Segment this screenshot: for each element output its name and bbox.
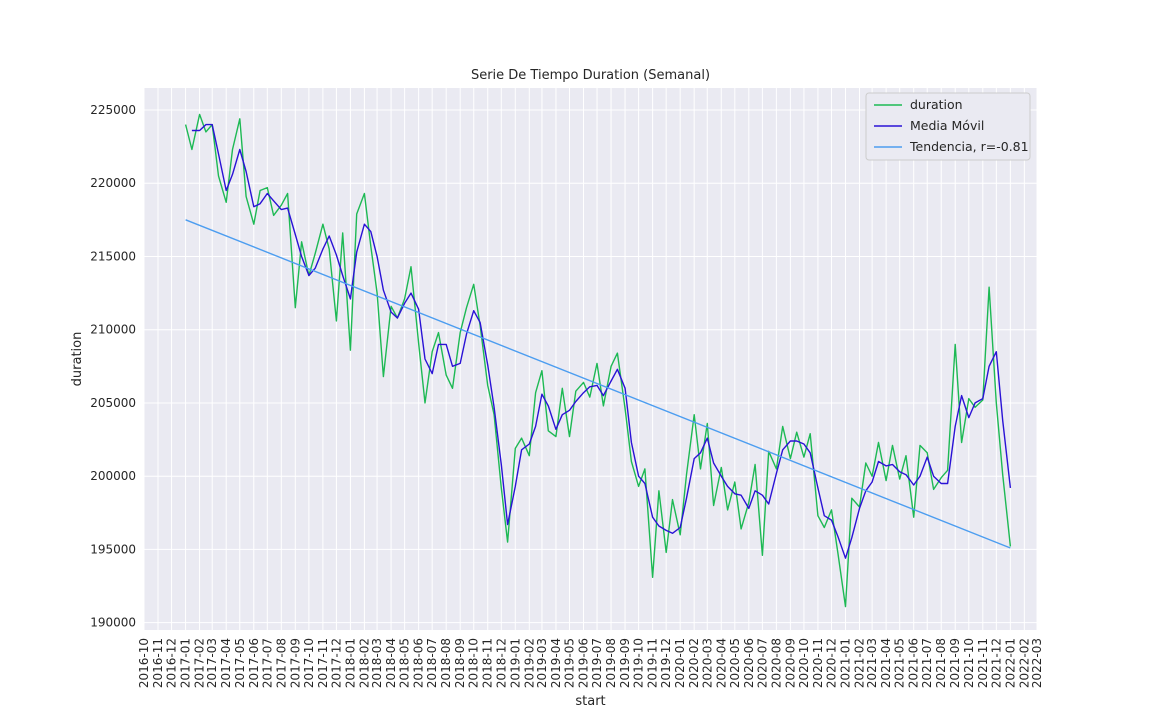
x-tick-label: 2020-06 <box>742 638 756 688</box>
x-tick-label: 2020-08 <box>769 638 783 688</box>
x-tick-label: 2019-02 <box>522 638 536 688</box>
x-tick-label: 2019-10 <box>632 638 646 688</box>
legend-label: duration <box>910 97 963 112</box>
series-line-1 <box>191 123 1012 559</box>
x-tick-label: 2020-03 <box>700 638 714 688</box>
x-tick-label: 2021-02 <box>852 638 866 688</box>
x-tick-label: 2020-04 <box>714 638 728 688</box>
x-tick-label: 2018-03 <box>370 638 384 688</box>
x-tick-label: 2021-03 <box>865 638 879 688</box>
x-tick-label: 2016-11 <box>151 638 165 688</box>
x-tick-label: 2018-06 <box>412 638 426 688</box>
x-tick-label: 2018-04 <box>384 638 398 688</box>
x-tick-label: 2021-05 <box>893 638 907 688</box>
series-line-0 <box>184 113 1012 608</box>
x-tick-label: 2017-04 <box>219 638 233 688</box>
x-tick-label: 2019-07 <box>590 638 604 688</box>
y-tick-label: 190000 <box>90 616 136 630</box>
x-tick-label: 2019-01 <box>508 638 522 688</box>
x-tick-label: 2021-06 <box>907 638 921 688</box>
x-tick-label: 2018-11 <box>481 638 495 688</box>
x-tick-label: 2021-12 <box>989 638 1003 688</box>
x-tick-label: 2017-11 <box>316 638 330 688</box>
x-tick-label: 2020-12 <box>824 638 838 688</box>
x-axis: 2016-10 2016-11 2016-12 2017-01 2017-022017-… <box>137 638 1044 688</box>
y-tick-label: 200000 <box>90 469 136 483</box>
x-tick-label: 2018-01 <box>343 638 357 688</box>
x-tick-label: 2019-05 <box>562 638 576 688</box>
x-tick-label: 2017-12 <box>329 638 343 688</box>
x-tick-label: 2017-09 <box>288 638 302 688</box>
y-axis-label: duration <box>70 332 85 387</box>
chart-title: Serie De Tiempo Duration (Semanal) <box>471 68 710 83</box>
x-tick-label: 2021-11 <box>976 638 990 688</box>
x-tick-label: 2016-12 <box>165 638 179 688</box>
x-tick-label: 2018-02 <box>357 638 371 688</box>
x-tick-label: 2017-03 <box>205 638 219 688</box>
x-tick-label: 2017-05 <box>233 638 247 688</box>
x-tick-label: 2019-09 <box>618 638 632 688</box>
x-tick-label: 2019-03 <box>535 638 549 688</box>
x-tick-label: 2020-05 <box>728 638 742 688</box>
x-tick-label: 2019-04 <box>549 638 563 688</box>
x-tick-label: 2017-02 <box>193 638 207 688</box>
x-tick-label: 2020-02 <box>687 638 701 688</box>
legend-label: Media Móvil <box>910 118 984 133</box>
series-line-2 <box>185 219 1011 549</box>
x-tick-label: 2017-06 <box>247 638 261 688</box>
grid <box>143 88 1038 630</box>
x-tick-label: 2022-02 <box>1017 638 1031 688</box>
y-tick-label: 210000 <box>90 323 136 337</box>
x-tick-label: 2020-01 <box>673 638 687 688</box>
x-tick-label: 2020-11 <box>811 638 825 688</box>
y-tick-label: 220000 <box>90 176 136 190</box>
series-group <box>184 113 1012 608</box>
x-tick-label: 2018-07 <box>425 638 439 688</box>
legend-label: Tendencia, r=-0.81 <box>909 139 1029 154</box>
y-tick-label: 215000 <box>90 249 136 263</box>
x-tick-label: 2019-08 <box>604 638 618 688</box>
x-tick-label: 2017-10 <box>302 638 316 688</box>
x-tick-label: 2019-06 <box>576 638 590 688</box>
x-tick-label: 2021-08 <box>934 638 948 688</box>
x-tick-label: 2018-05 <box>398 638 412 688</box>
x-tick-label: 2021-09 <box>948 638 962 688</box>
x-tick-label: 2020-09 <box>783 638 797 688</box>
x-tick-label: 2018-10 <box>467 638 481 688</box>
x-tick-label: 2022-01 <box>1003 638 1017 688</box>
x-tick-label: 2018-08 <box>439 638 453 688</box>
x-tick-label: 2017-08 <box>274 638 288 688</box>
x-tick-label: 2021-10 <box>962 638 976 688</box>
x-tick-label: 2017-07 <box>260 638 274 688</box>
plot-area <box>144 88 1037 630</box>
legend-box <box>865 92 1031 161</box>
x-tick-label: 2017-01 <box>179 638 193 688</box>
x-tick-label: 2018-09 <box>453 638 467 688</box>
x-tick-label: 2021-04 <box>879 638 893 688</box>
x-axis-label: start <box>575 694 605 709</box>
legend: duration Media Móvil Tendencia, r=-0.81 <box>865 92 1031 161</box>
y-tick-label: 195000 <box>90 542 136 556</box>
x-tick-label: 2019-11 <box>646 638 660 688</box>
x-tick-label: 2018-12 <box>494 638 508 688</box>
x-tick-label: 2019-12 <box>659 638 673 688</box>
x-tick-label: 2022-03 <box>1030 638 1044 688</box>
x-tick-label: 2020-10 <box>797 638 811 688</box>
y-tick-label: 205000 <box>90 396 136 410</box>
x-tick-label: 2021-07 <box>920 638 934 688</box>
x-tick-label: 2020-07 <box>755 638 769 688</box>
y-tick-label: 225000 <box>90 103 136 117</box>
y-axis: 190000 195000 200000 205000 210000 215000 2200… <box>90 103 136 630</box>
x-tick-label: 2021-01 <box>838 638 852 688</box>
x-tick-label: 2016-10 <box>137 638 151 688</box>
